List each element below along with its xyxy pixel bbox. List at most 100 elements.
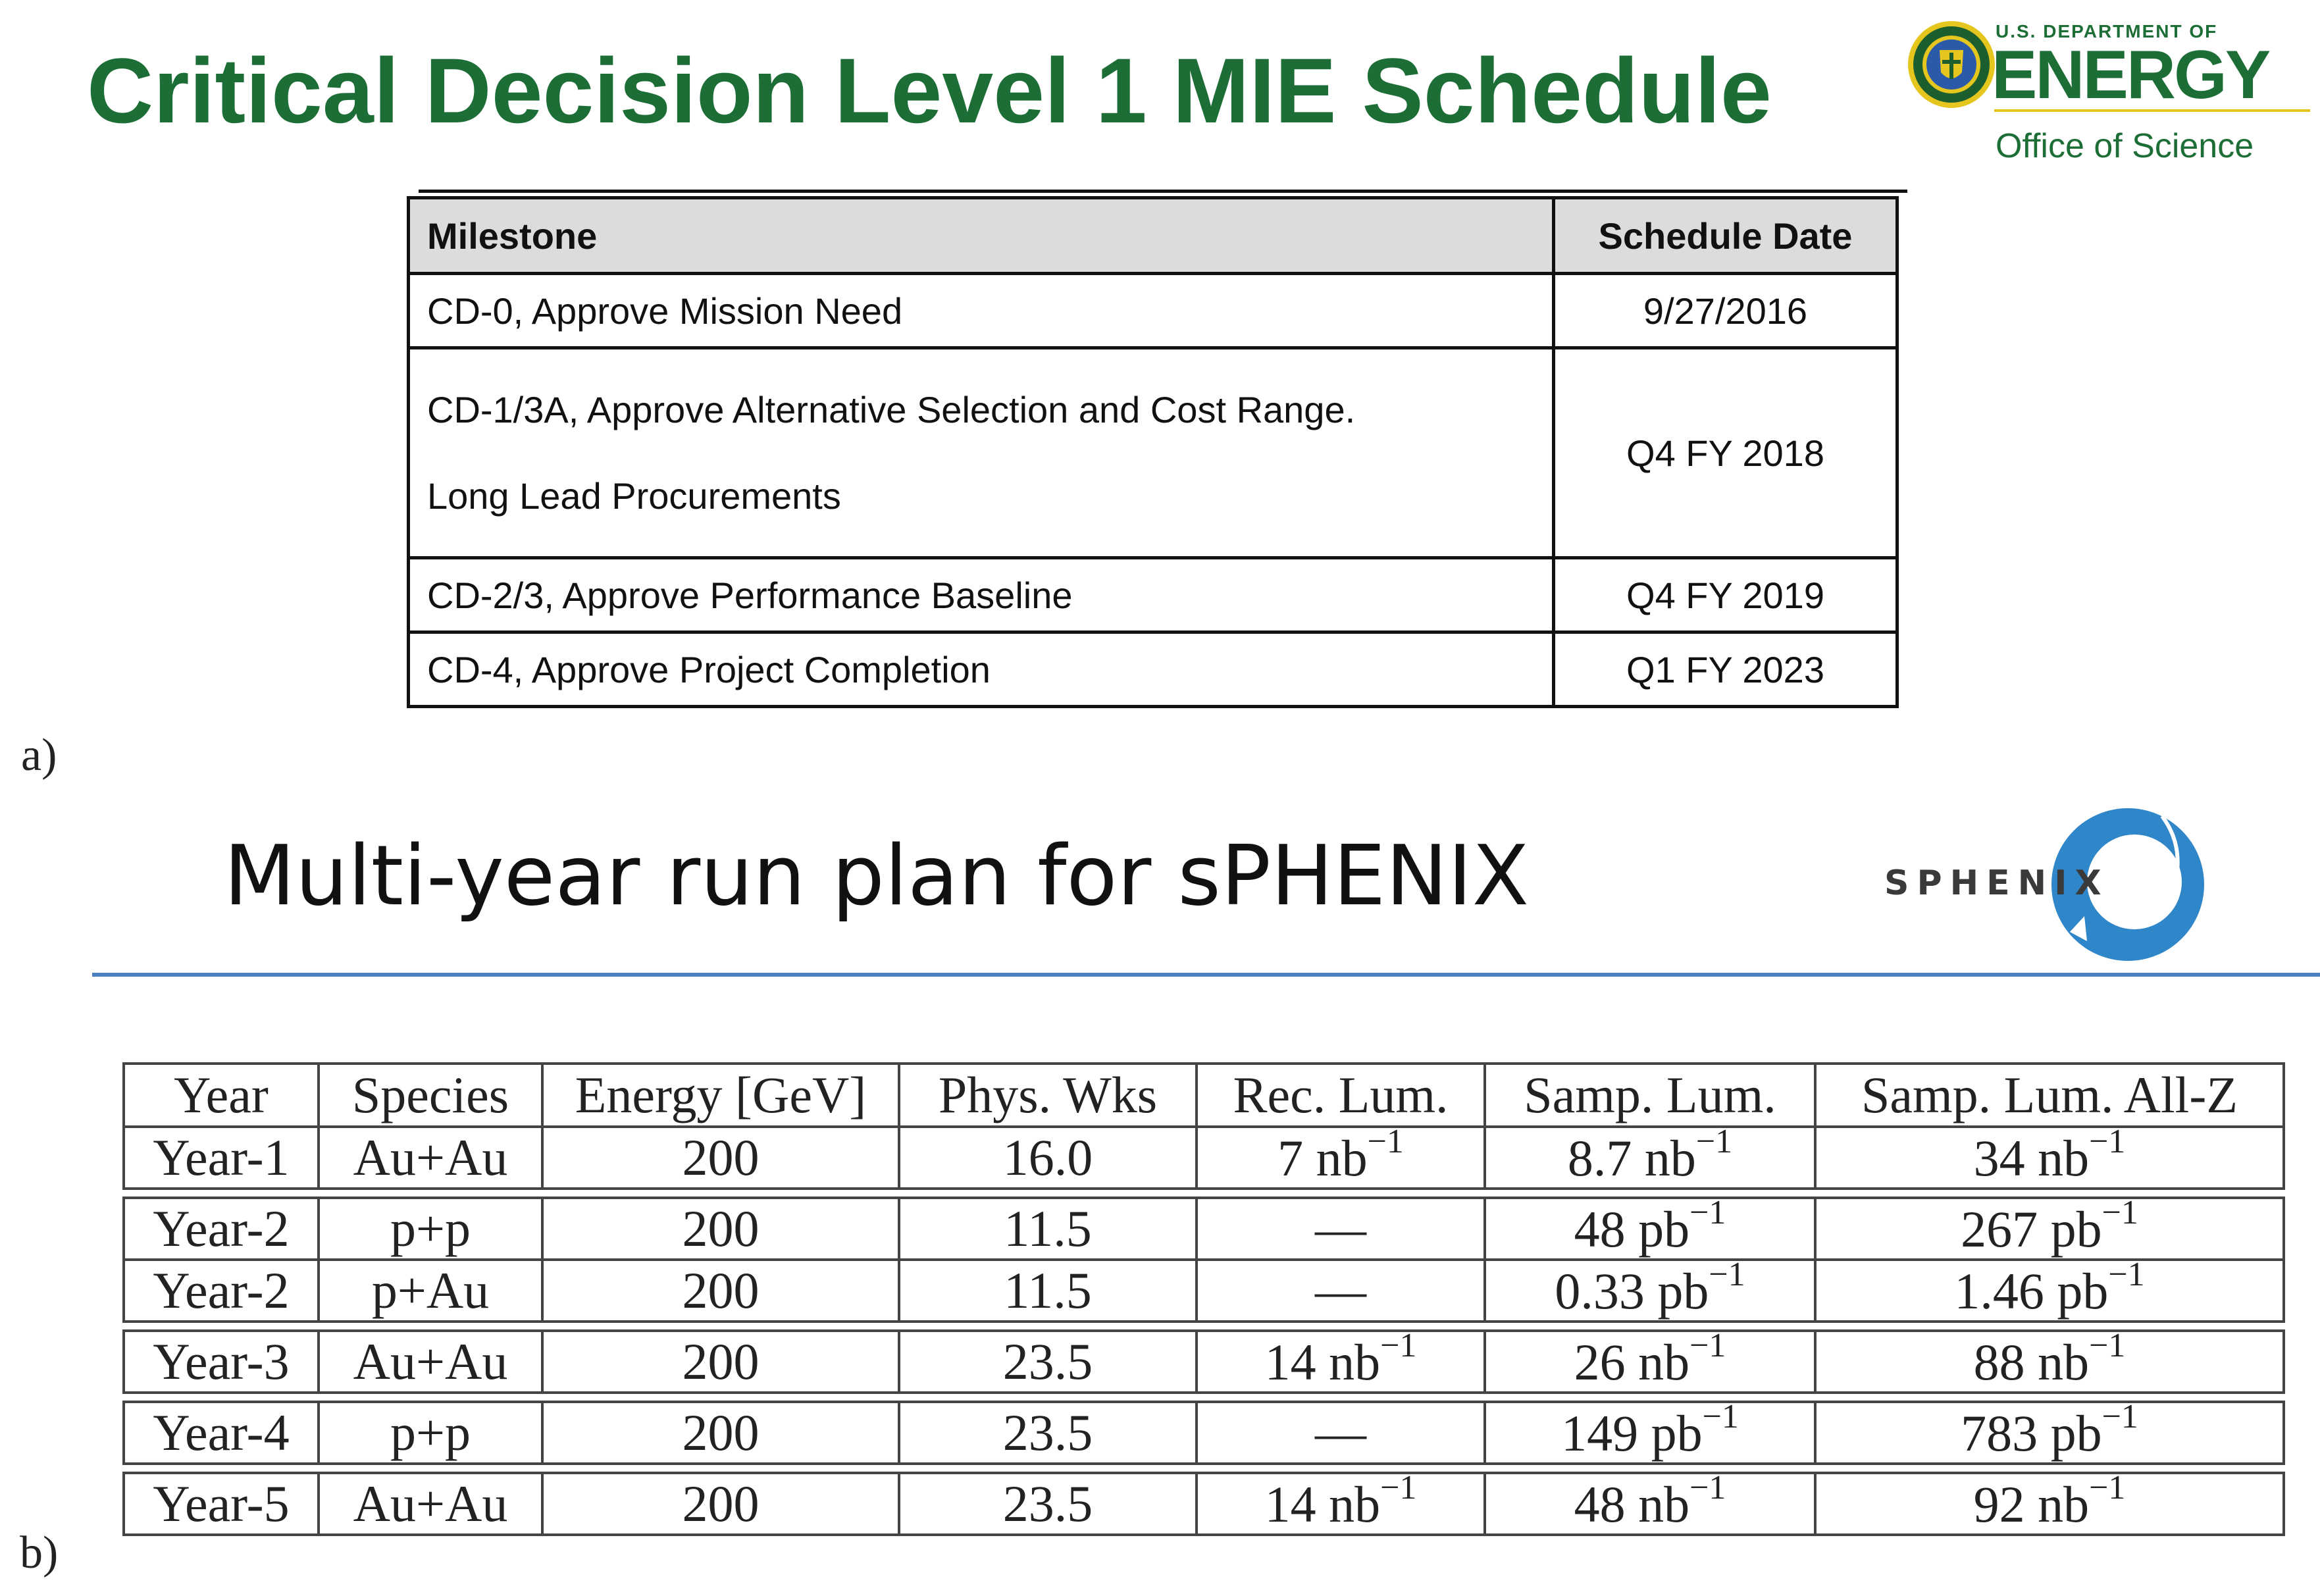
lum-number: 8.7 <box>1567 1129 1632 1187</box>
table-row: Year-4 p+p 200 23.5—149 pb−1 783 pb−1 <box>122 1401 2294 1465</box>
lum-number: 0.33 <box>1555 1262 1645 1320</box>
column-header: Species <box>317 1062 544 1128</box>
sampled-lumi-cell-value: 26 nb−1 <box>1574 1332 1726 1391</box>
lum-exponent: −1 <box>1380 1329 1417 1364</box>
milestone-cell: CD-0, Approve Mission Need <box>407 272 1555 349</box>
sphenix-logo: SPHENIX <box>1872 803 2215 967</box>
year-group: Year-4 p+p 200 23.5—149 pb−1 783 pb−1 <box>122 1401 2294 1465</box>
date-cell: Q1 FY 2023 <box>1552 631 1899 708</box>
lum-unit: pb <box>1638 1200 1690 1258</box>
lum-exponent: −1 <box>1367 1125 1404 1160</box>
doe-energy-wordmark: ENERGY <box>1992 37 2271 113</box>
year-group: Year-3 Au+Au 200 23.5 14 nb−1 26 nb−1 88 nb−1 <box>122 1329 2294 1394</box>
physics-weeks-cell: 23.5 <box>898 1401 1198 1465</box>
year-cell: Year-2 <box>122 1197 320 1261</box>
lum-number: 783 <box>1961 1404 2038 1462</box>
lum-exponent: −1 <box>2089 1329 2126 1364</box>
lum-unit: nb <box>1638 1333 1690 1391</box>
physics-weeks-cell: 23.5 <box>898 1329 1198 1394</box>
lum-number: — <box>1315 1200 1366 1257</box>
year-group: Year-5 Au+Au 200 23.5 14 nb−1 48 nb−1 92 nb−1 <box>122 1472 2294 1536</box>
lum-number: 267 <box>1961 1200 2038 1258</box>
sampled-lumi-cell: 149 pb−1 <box>1483 1401 1817 1465</box>
physics-weeks-cell: 16.0 <box>898 1125 1198 1190</box>
date-cell: Q4 FY 2019 <box>1552 556 1899 634</box>
lum-unit: nb <box>1638 1476 1690 1533</box>
header-schedule-date: Schedule Date <box>1552 196 1899 275</box>
lum-unit: nb <box>2038 1129 2090 1187</box>
physics-weeks-cell: 11.5 <box>898 1197 1198 1261</box>
recorded-lumi-cell-value: — <box>1315 1261 1366 1320</box>
lum-exponent: −1 <box>1709 1258 1745 1293</box>
date-cell: Q4 FY 2018 <box>1552 346 1899 559</box>
lum-unit: nb <box>1329 1333 1381 1391</box>
lum-number: 34 <box>1973 1129 2025 1187</box>
sampled-lumi-cell-value: 48 pb−1 <box>1574 1197 1726 1258</box>
milestone-cell: CD-4, Approve Project Completion <box>407 631 1555 708</box>
table-row: CD-2/3, Approve Performance Baseline Q4 … <box>407 556 1899 634</box>
table-row: Year-2 p+Au 200 11.5—0.33 pb−1 1.46 pb−1 <box>122 1258 2294 1323</box>
date-cell: 9/27/2016 <box>1552 272 1899 349</box>
sampled-lumi-allz-cell-value: 88 nb−1 <box>1973 1329 2126 1391</box>
lum-number: 1.46 <box>1954 1262 2044 1320</box>
doe-seal-icon <box>1908 21 1995 108</box>
lum-exponent: −1 <box>1689 1197 1726 1231</box>
energy-cell: 200 <box>541 1197 900 1261</box>
schedule-title: Critical Decision Level 1 MIE Schedule <box>87 39 1772 142</box>
sampled-lumi-cell-value: 8.7 nb−1 <box>1567 1125 1733 1187</box>
milestone-line-2: Long Lead Procurements <box>427 475 841 517</box>
sampled-lumi-cell: 26 nb−1 <box>1483 1329 1817 1394</box>
sphenix-wordmark: SPHENIX <box>1884 863 2109 903</box>
lum-exponent: −1 <box>1695 1125 1733 1160</box>
sampled-lumi-allz-cell-value: 34 nb−1 <box>1973 1128 2126 1187</box>
lum-unit: pb <box>2057 1262 2109 1320</box>
panel-label-a: a) <box>21 730 57 781</box>
table-row: CD-1/3A, Approve Alternative Selection a… <box>407 346 1899 559</box>
doe-department-text: U.S. DEPARTMENT OF <box>1996 21 2218 41</box>
year-cell: Year-2 <box>122 1258 320 1323</box>
recorded-lumi-cell: — <box>1195 1258 1486 1323</box>
table-header-row: Year Species Energy [GeV] Phys. Wks Rec. Lum… <box>122 1062 2294 1128</box>
year-group: Year-2 p+p 200 11.5—48 pb−1 267 pb−1 Year-2 p+… <box>122 1197 2294 1323</box>
species-cell: Au+Au <box>317 1329 544 1394</box>
lum-number: 48 <box>1574 1200 1626 1258</box>
recorded-lumi-cell: — <box>1195 1197 1486 1261</box>
header-milestone: Milestone <box>407 196 1555 275</box>
sampled-lumi-cell: 8.7 nb−1 <box>1483 1125 1817 1190</box>
energy-cell: 200 <box>541 1329 900 1394</box>
sampled-lumi-cell-value: 0.33 pb−1 <box>1555 1258 1745 1320</box>
column-header: Rec. Lum. <box>1195 1062 1486 1128</box>
sampled-lumi-cell: 48 nb−1 <box>1483 1472 1817 1536</box>
species-cell: Au+Au <box>317 1125 544 1190</box>
recorded-lumi-cell: 14 nb−1 <box>1195 1472 1486 1536</box>
run-plan-table: Year Species Energy [GeV] Phys. Wks Rec. Lum… <box>122 1062 2294 1536</box>
lum-exponent: −1 <box>2089 1472 2126 1506</box>
year-cell: Year-3 <box>122 1329 320 1394</box>
column-header: Year <box>122 1062 320 1128</box>
recorded-lumi-cell-value: — <box>1315 1403 1366 1462</box>
lum-unit: nb <box>1644 1129 1696 1187</box>
lum-exponent: −1 <box>2108 1258 2145 1293</box>
milestone-line-1: CD-1/3A, Approve Alternative Selection a… <box>427 389 1356 430</box>
table-row: CD-0, Approve Mission Need 9/27/2016 <box>407 272 1899 349</box>
table-row: Year-1 Au+Au 200 16.0 7 nb−1 8.7 nb−1 34 nb−1 <box>122 1125 2294 1190</box>
panel-label-b: b) <box>20 1528 59 1578</box>
milestone-cell: CD-2/3, Approve Performance Baseline <box>407 556 1555 634</box>
lum-number: 92 <box>1973 1476 2025 1533</box>
lum-exponent: −1 <box>2101 1401 2138 1435</box>
recorded-lumi-cell-value: — <box>1315 1199 1366 1258</box>
lum-number: — <box>1315 1262 1366 1319</box>
lum-number: 88 <box>1973 1333 2025 1391</box>
lum-number: 26 <box>1574 1333 1626 1391</box>
table-row: CD-4, Approve Project Completion Q1 FY 2… <box>407 631 1899 708</box>
sampled-lumi-cell-value: 48 nb−1 <box>1574 1474 1726 1533</box>
lum-exponent: −1 <box>2101 1197 2138 1231</box>
sampled-lumi-allz-cell-value: 92 nb−1 <box>1973 1472 2126 1533</box>
milestone-cell: CD-1/3A, Approve Alternative Selection a… <box>407 346 1555 559</box>
sampled-lumi-allz-cell: 34 nb−1 <box>1814 1125 2285 1190</box>
milestone-table: Milestone Schedule Date CD-0, Approve Mi… <box>407 196 1899 708</box>
doe-office-of-science-logo: U.S. DEPARTMENT OF ENERGY Office of Scie… <box>1899 13 2320 171</box>
year-cell: Year-4 <box>122 1401 320 1465</box>
table-row: Year-5 Au+Au 200 23.5 14 nb−1 48 nb−1 92 nb−1 <box>122 1472 2294 1536</box>
species-cell: p+p <box>317 1197 544 1261</box>
